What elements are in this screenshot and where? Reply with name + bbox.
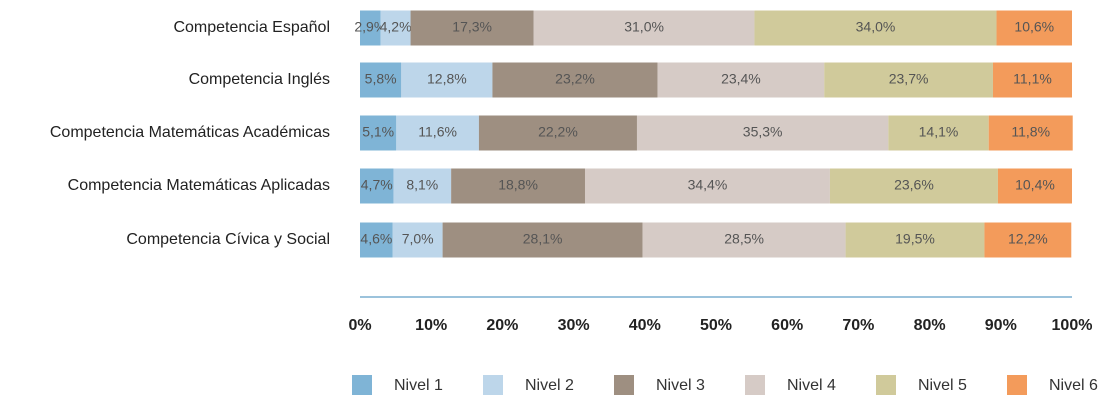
value-label: 14,1% — [919, 124, 959, 140]
value-label: 12,2% — [1008, 231, 1048, 247]
value-label: 5,8% — [365, 71, 397, 87]
category-label: Competencia Matemáticas Académicas — [50, 124, 330, 141]
legend-label: Nivel 3 — [656, 377, 705, 394]
x-tick-label: 90% — [985, 317, 1017, 334]
value-label: 7,0% — [402, 231, 434, 247]
value-label: 35,3% — [743, 124, 783, 140]
value-label: 34,4% — [688, 177, 728, 193]
value-label: 22,2% — [538, 124, 578, 140]
category-label: Competencia Español — [173, 19, 330, 36]
x-tick-label: 40% — [629, 317, 661, 334]
value-label: 4,7% — [361, 177, 393, 193]
x-tick-label: 60% — [771, 317, 803, 334]
x-tick-label: 10% — [415, 317, 447, 334]
x-tick-label: 70% — [842, 317, 874, 334]
legend-marker — [1007, 375, 1027, 395]
x-tick-label: 30% — [558, 317, 590, 334]
legend-label: Nivel 6 — [1049, 377, 1098, 394]
x-tick-label: 0% — [348, 317, 371, 334]
value-label: 17,3% — [452, 19, 492, 35]
value-label: 11,6% — [418, 124, 457, 140]
value-label: 11,1% — [1013, 71, 1052, 87]
legend-label: Nivel 1 — [394, 377, 443, 394]
chart: 0% 10% 20% 30% 40% 50% 60% 70% 80% 90% 100% Compete… — [0, 0, 1105, 401]
x-tick-label: 20% — [486, 317, 518, 334]
value-label: 11,8% — [1011, 124, 1050, 140]
x-tick-label: 100% — [1052, 317, 1093, 334]
legend-marker — [483, 375, 503, 395]
value-label: 4,2% — [380, 19, 412, 35]
value-label: 8,1% — [406, 177, 438, 193]
value-label: 4,6% — [360, 231, 392, 247]
value-label: 12,8% — [427, 71, 467, 87]
value-label: 18,8% — [498, 177, 538, 193]
value-label: 10,6% — [1014, 19, 1054, 35]
value-label: 23,4% — [721, 71, 761, 87]
category-label: Competencia Inglés — [189, 71, 330, 88]
x-tick-label: 50% — [700, 317, 732, 334]
legend-label: Nivel 2 — [525, 377, 574, 394]
value-label: 5,1% — [362, 124, 394, 140]
value-label: 34,0% — [856, 19, 896, 35]
value-label: 23,2% — [555, 71, 595, 87]
category-label: Competencia Matemáticas Aplicadas — [68, 177, 330, 194]
value-label: 28,5% — [724, 231, 764, 247]
category-label: Competencia Cívica y Social — [126, 231, 330, 248]
legend-marker — [876, 375, 896, 395]
value-label: 23,7% — [889, 71, 929, 87]
x-tick-label: 80% — [914, 317, 946, 334]
legend-marker — [745, 375, 765, 395]
legend-marker — [352, 375, 372, 395]
legend-marker — [614, 375, 634, 395]
value-label: 10,4% — [1015, 177, 1055, 193]
legend-label: Nivel 5 — [918, 377, 967, 394]
value-label: 23,6% — [894, 177, 934, 193]
value-label: 31,0% — [624, 19, 664, 35]
value-label: 28,1% — [523, 231, 563, 247]
legend-label: Nivel 4 — [787, 377, 836, 394]
value-label: 19,5% — [895, 231, 935, 247]
